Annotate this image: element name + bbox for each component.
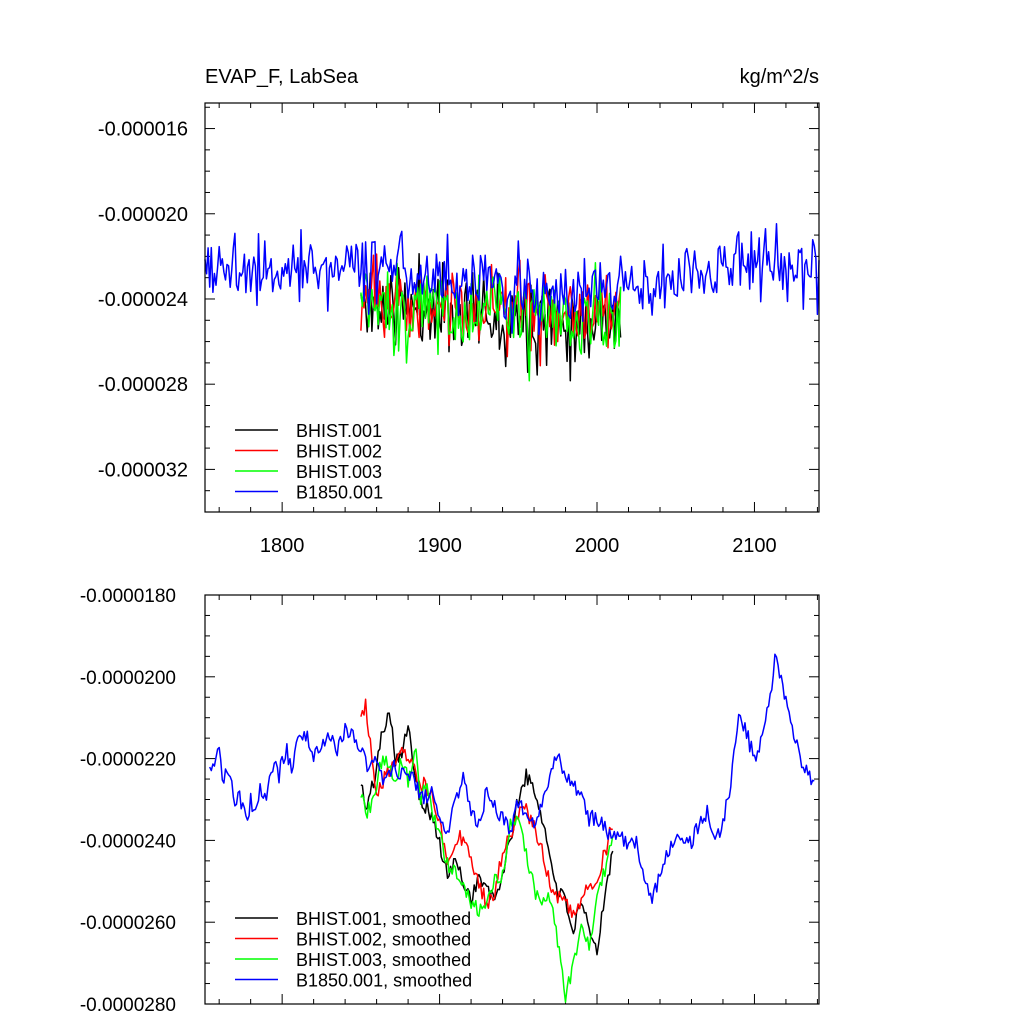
y-tick-label: -0.000028 (98, 374, 188, 396)
series-line-b1850-001 (204, 223, 820, 336)
legend-label: BHIST.002 (296, 442, 382, 462)
y-tick-label: -0.000032 (98, 459, 188, 481)
y-tick-label: -0.0000240 (80, 831, 176, 852)
y-tick-label: -0.0000260 (80, 913, 176, 934)
top-panel: EVAP_F, LabSea kg/m^2/s 1800 1900 2000 2100… (98, 66, 820, 557)
y-tick-label: -0.0000220 (80, 750, 176, 771)
series-line-b1850-001-smoothed (209, 653, 815, 905)
legend-label: BHIST.001 (296, 421, 382, 441)
legend-label: BHIST.003 (296, 462, 382, 482)
y-tick-label: -0.000020 (98, 204, 188, 226)
plot-frame (204, 102, 820, 513)
y-tick-label: -0.000016 (98, 119, 188, 141)
plot-frame (204, 594, 820, 1005)
legend-label: BHIST.002, smoothed (296, 930, 471, 950)
legend-label: B1850.001, smoothed (296, 971, 472, 991)
y-tick-label: -0.0000280 (80, 995, 176, 1016)
chart-title: EVAP_F, LabSea (205, 66, 359, 88)
x-tick-label: 1800 (260, 535, 305, 557)
series-line-bhist-003 (360, 262, 622, 382)
units-label: kg/m^2/s (740, 66, 819, 88)
x-tick-label: 2000 (575, 535, 620, 557)
y-tick-label: -0.0000180 (80, 586, 176, 607)
legend-label: BHIST.003, smoothed (296, 950, 471, 970)
x-tick-label: 1900 (417, 535, 462, 557)
x-tick-label: 2100 (732, 535, 777, 557)
legend-label: BHIST.001, smoothed (296, 909, 471, 929)
legend-label: B1850.001 (296, 483, 383, 503)
y-tick-label: -0.000024 (98, 289, 188, 311)
y-tick-label: -0.0000200 (80, 668, 176, 689)
bottom-panel: -0.0000180 -0.0000200 -0.0000220 -0.0000240… (80, 586, 820, 1016)
